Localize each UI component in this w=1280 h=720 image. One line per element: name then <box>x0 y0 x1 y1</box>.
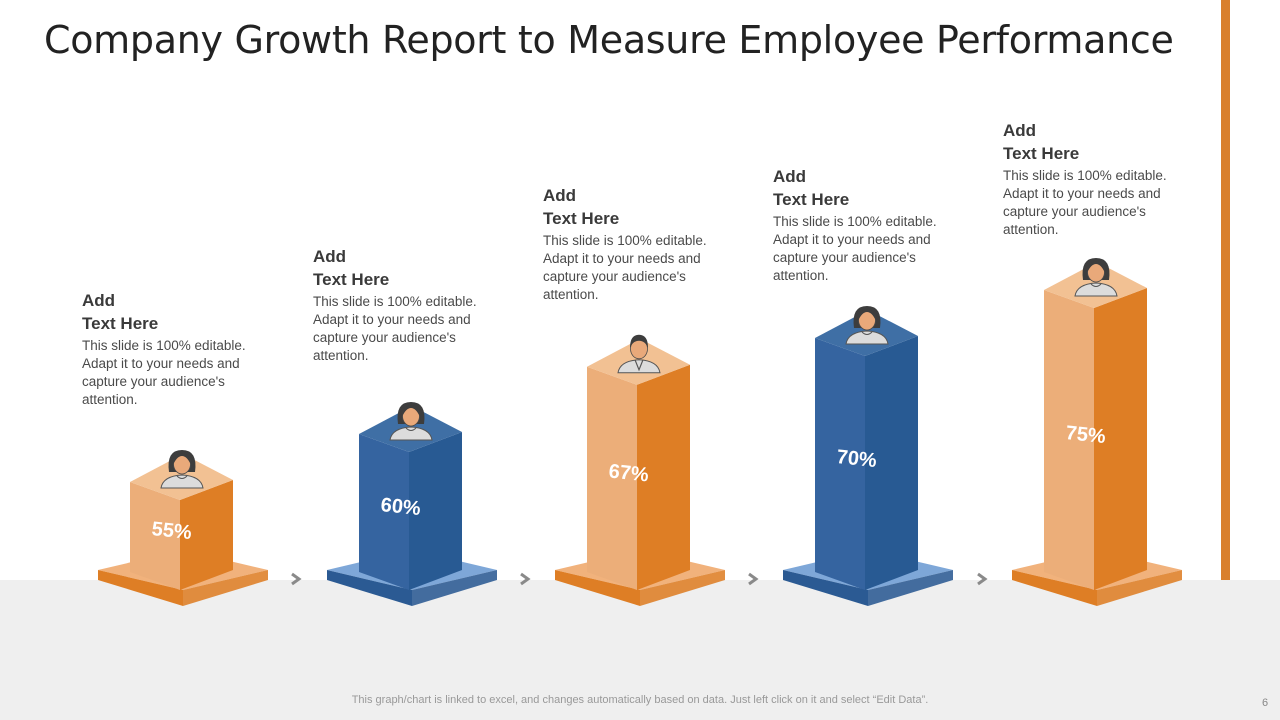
chevron-right-icon <box>748 572 759 586</box>
text-heading-2: Add Text Here <box>313 245 488 291</box>
heading-line-2: Text Here <box>1003 144 1080 163</box>
bar-1[interactable]: 55% <box>98 450 268 606</box>
bar-side-face <box>409 432 462 590</box>
heading-line-2: Text Here <box>313 270 390 289</box>
bar-side-face <box>865 336 918 590</box>
bar-front-face <box>359 434 409 590</box>
heading-line-1: Add <box>1003 121 1037 140</box>
female-avatar-icon <box>389 402 433 441</box>
female-avatar-icon <box>845 306 889 345</box>
text-body-3: This slide is 100% editable. Adapt it to… <box>543 233 707 302</box>
chevron-right-icon <box>977 572 988 586</box>
bar-base-right <box>868 570 953 606</box>
chevron-right-icon <box>520 572 531 586</box>
male-avatar-icon <box>617 334 661 374</box>
text-heading-1: Add Text Here <box>82 289 257 335</box>
heading-line-1: Add <box>543 186 577 205</box>
bar-front-face <box>815 338 865 590</box>
heading-line-1: Add <box>82 291 116 310</box>
text-heading-3: Add Text Here <box>543 184 718 230</box>
text-body-1: This slide is 100% editable. Adapt it to… <box>82 338 246 407</box>
bar-side-face <box>637 364 690 590</box>
bar-side-face <box>1094 288 1147 590</box>
bar-value-label: 67% <box>608 460 650 486</box>
bar-value-label: 75% <box>1065 422 1107 448</box>
accent-bar <box>1221 0 1230 580</box>
bar-value-label: 70% <box>836 446 878 472</box>
text-heading-4: Add Text Here <box>773 165 948 211</box>
bar-base-right <box>412 570 497 606</box>
female-avatar-icon <box>160 450 204 489</box>
bar-value-label: 55% <box>151 518 193 544</box>
text-block-3: Add Text Here This slide is 100% editabl… <box>543 184 718 304</box>
text-block-5: Add Text Here This slide is 100% editabl… <box>1003 119 1178 239</box>
bar-base-right <box>1097 570 1182 606</box>
text-block-2: Add Text Here This slide is 100% editabl… <box>313 245 488 365</box>
female-avatar-icon <box>1074 258 1118 297</box>
bar-4[interactable]: 70% <box>783 306 953 606</box>
text-block-1: Add Text Here This slide is 100% editabl… <box>82 289 257 409</box>
bar-value-label: 60% <box>380 494 422 520</box>
bar-base-right <box>640 570 725 606</box>
bar-front-face <box>1044 290 1094 590</box>
page-number: 6 <box>1262 697 1269 709</box>
text-block-4: Add Text Here This slide is 100% editabl… <box>773 165 948 285</box>
slide-title: Company Growth Report to Measure Employe… <box>44 18 1174 62</box>
text-heading-5: Add Text Here <box>1003 119 1178 165</box>
bar-base-left <box>1012 570 1097 606</box>
text-body-2: This slide is 100% editable. Adapt it to… <box>313 294 477 363</box>
bar-front-face <box>587 366 637 590</box>
heading-line-2: Text Here <box>543 209 620 228</box>
chevron-right-icon <box>291 572 302 586</box>
bar-base-right <box>183 570 268 606</box>
heading-line-1: Add <box>773 167 807 186</box>
bar-base-left <box>327 570 412 606</box>
bar-3[interactable]: 67% <box>555 334 725 606</box>
footer-note: This graph/chart is linked to excel, and… <box>351 694 929 706</box>
bar-front-face <box>130 482 180 590</box>
heading-line-1: Add <box>313 247 347 266</box>
heading-line-2: Text Here <box>82 314 159 333</box>
text-body-5: This slide is 100% editable. Adapt it to… <box>1003 168 1167 237</box>
bar-5[interactable]: 75% <box>1012 258 1182 606</box>
bar-base-left <box>98 570 183 606</box>
bar-side-face <box>180 480 233 590</box>
bar-base-left <box>555 570 640 606</box>
text-body-4: This slide is 100% editable. Adapt it to… <box>773 214 937 283</box>
bar-base-left <box>783 570 868 606</box>
heading-line-2: Text Here <box>773 190 850 209</box>
bar-2[interactable]: 60% <box>327 402 497 606</box>
